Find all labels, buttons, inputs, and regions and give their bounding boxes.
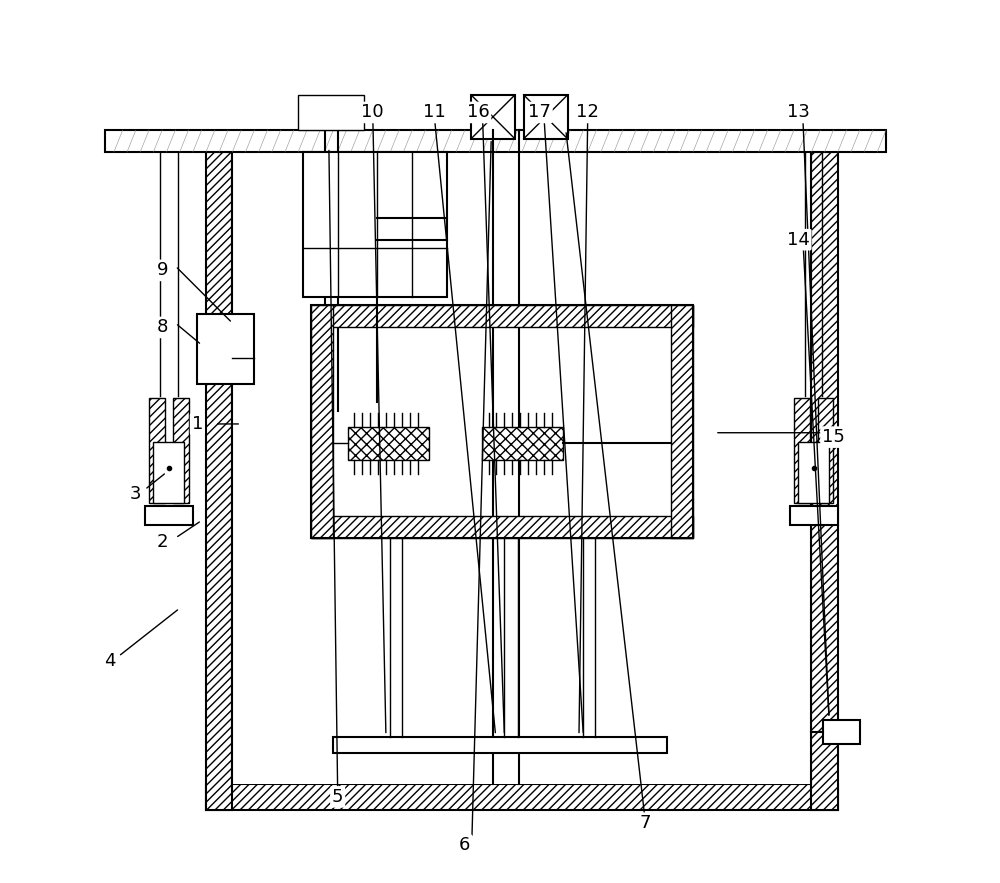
Polygon shape [541, 538, 556, 560]
Text: 9: 9 [156, 261, 168, 279]
Text: 8: 8 [156, 319, 168, 336]
Text: 13: 13 [787, 103, 810, 122]
Bar [311, 306, 693, 328]
Text: 14: 14 [787, 230, 810, 249]
Polygon shape [355, 538, 371, 560]
Text: 3: 3 [130, 485, 142, 503]
Bar [794, 397, 810, 503]
Text: 7: 7 [639, 814, 651, 832]
Bar [671, 306, 693, 538]
Text: 5: 5 [332, 788, 343, 806]
Bar [173, 397, 189, 503]
Polygon shape [633, 538, 649, 560]
Polygon shape [289, 414, 311, 430]
Bar [206, 152, 232, 810]
Polygon shape [402, 538, 418, 560]
Bar [790, 506, 838, 525]
Bar [149, 397, 165, 503]
Bar [798, 442, 829, 503]
Polygon shape [494, 538, 510, 560]
Text: 4: 4 [104, 652, 115, 670]
Bar [206, 784, 838, 810]
Bar [311, 306, 333, 538]
Bar [818, 397, 833, 503]
Text: 2: 2 [156, 533, 168, 551]
Text: 6: 6 [459, 836, 471, 854]
Bar [811, 152, 838, 810]
Polygon shape [587, 538, 603, 560]
Text: 1: 1 [192, 415, 203, 433]
Polygon shape [289, 343, 311, 358]
Bar [348, 426, 429, 460]
Bar [303, 152, 447, 297]
Bar [482, 426, 563, 460]
Text: 12: 12 [576, 103, 599, 122]
Polygon shape [693, 485, 715, 501]
Polygon shape [289, 378, 311, 394]
Text: 15: 15 [822, 428, 845, 446]
Bar [823, 720, 860, 744]
Polygon shape [289, 485, 311, 501]
Text: 11: 11 [423, 103, 446, 122]
Polygon shape [693, 343, 715, 358]
Polygon shape [693, 378, 715, 394]
Bar [145, 506, 193, 525]
Bar [311, 516, 693, 538]
Polygon shape [693, 449, 715, 465]
Text: 16: 16 [467, 103, 489, 122]
Bar [298, 94, 364, 130]
Text: 10: 10 [361, 103, 384, 122]
Bar [232, 152, 811, 784]
Bar [311, 306, 693, 538]
Bar [153, 442, 184, 503]
Polygon shape [693, 414, 715, 430]
Polygon shape [289, 449, 311, 465]
Text: 17: 17 [528, 103, 551, 122]
Bar [105, 130, 886, 152]
Bar [197, 314, 254, 384]
Bar [471, 94, 515, 139]
Polygon shape [448, 538, 464, 560]
Bar [524, 94, 568, 139]
Bar [333, 737, 667, 753]
